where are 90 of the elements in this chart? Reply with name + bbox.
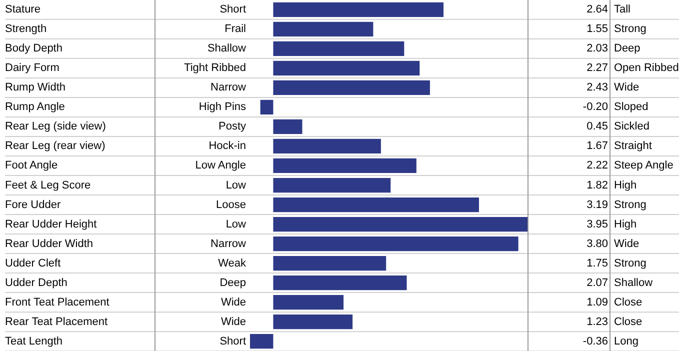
data-label: 2.27: [586, 62, 608, 74]
y-tick-label: Strength: [5, 23, 47, 36]
text: Shallow: [207, 42, 246, 55]
text: High: [614, 179, 637, 192]
data-label: 1.75: [586, 257, 608, 270]
y-tick-label: Rear Teat Placement: [5, 316, 108, 328]
bar: [273, 80, 430, 96]
text: Strong: [614, 198, 646, 211]
y-tick-label: Rear Leg (rear view): [5, 140, 106, 152]
text: Deep: [614, 42, 640, 55]
bar: [273, 158, 416, 174]
y-tick-label: Rump Width: [5, 82, 66, 94]
y-tick-label: Stature: [5, 4, 40, 16]
bar: [273, 119, 302, 134]
text: Short: [220, 335, 246, 348]
y-tick-label: Foot Angle: [5, 160, 58, 172]
text: Posty: [218, 120, 246, 133]
y-tick-label: Teat Length: [5, 335, 62, 348]
text: Close: [614, 316, 642, 328]
text: Tight Ribbed: [184, 62, 246, 74]
y-tick-label: Body Depth: [5, 42, 62, 55]
data-label: 1.67: [586, 140, 608, 152]
bar: [273, 178, 391, 193]
text: Wide: [220, 296, 246, 308]
text: Strong: [614, 23, 646, 36]
data-label: 3.19: [586, 198, 608, 211]
text: Sickled: [614, 120, 650, 133]
bar: [273, 138, 381, 154]
bar: [273, 22, 374, 36]
text: Frail: [224, 23, 246, 36]
text: Long: [614, 335, 638, 348]
text: Wide: [220, 316, 246, 328]
text: Deep: [220, 276, 246, 289]
y-tick-label: Fore Udder: [5, 198, 61, 211]
y-tick-label: Rear Udder Width: [5, 238, 94, 250]
bar: [273, 60, 420, 76]
text: Narrow: [210, 238, 246, 250]
text: Open Ribbed: [614, 62, 679, 74]
data-label: 2.64: [586, 4, 608, 16]
data-label: 1.82: [586, 179, 608, 192]
data-label: 2.07: [586, 276, 608, 289]
text: Low Angle: [195, 160, 246, 172]
text: Wide: [614, 82, 640, 94]
text: Wide: [614, 238, 640, 250]
data-label: 1.23: [586, 316, 608, 328]
y-tick-label: Dairy Form: [5, 62, 60, 74]
text: Shallow: [614, 276, 653, 289]
y-tick-label: Feet & Leg Score: [5, 179, 91, 192]
bar: [273, 236, 518, 252]
bar: [260, 100, 274, 115]
text: Hock-in: [208, 140, 246, 152]
text: Strong: [614, 257, 646, 270]
data-label: -0.36: [582, 335, 608, 348]
text: Close: [614, 296, 642, 308]
text: High: [614, 218, 637, 230]
text: Tall: [614, 4, 631, 16]
text: Sloped: [614, 101, 648, 114]
data-label: 0.45: [586, 120, 608, 133]
text: High Pins: [198, 101, 246, 114]
data-label: 1.55: [586, 23, 608, 36]
bar: [273, 216, 528, 232]
text: Weak: [218, 257, 246, 270]
data-label: 3.95: [586, 218, 608, 230]
y-tick-label: Udder Cleft: [5, 257, 61, 270]
data-label: 2.22: [586, 160, 608, 172]
text: Low: [226, 179, 246, 192]
text: Steep Angle: [614, 160, 674, 172]
data-label: 1.09: [586, 296, 608, 308]
text: Narrow: [210, 82, 246, 94]
bar: [273, 197, 479, 212]
data-label: 3.80: [586, 238, 608, 250]
text: Low: [226, 218, 246, 230]
data-label: -0.20: [582, 101, 608, 114]
bar: [273, 295, 344, 310]
bar: [273, 256, 386, 271]
y-tick-label: Front Teat Placement: [5, 296, 110, 308]
bar: [250, 334, 274, 349]
data-label: 2.03: [586, 42, 608, 55]
y-tick-label: Rear Leg (side view): [5, 120, 106, 133]
y-tick-label: Rump Angle: [5, 101, 65, 114]
bar: [273, 41, 404, 56]
text: Loose: [216, 198, 246, 211]
data-label: 2.43: [586, 82, 608, 94]
y-tick-label: Udder Depth: [5, 276, 68, 289]
y-tick-label: Rear Udder Height: [5, 218, 97, 230]
bar: [273, 2, 444, 17]
text: Straight: [614, 140, 652, 152]
bar: [273, 275, 407, 290]
text: Short: [220, 4, 246, 16]
bar: [273, 314, 353, 330]
